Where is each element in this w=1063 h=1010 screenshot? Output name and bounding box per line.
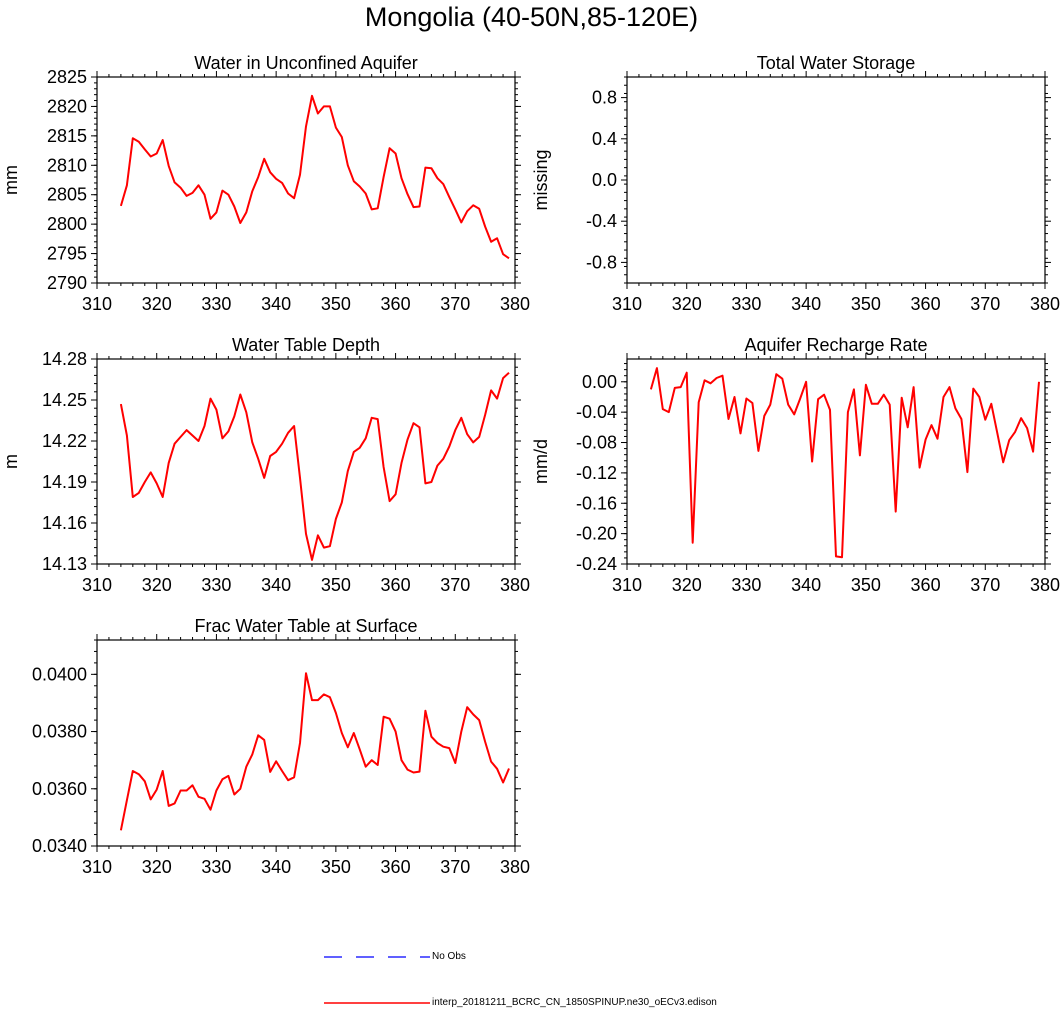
y-tick-label: 2790 [47, 273, 87, 293]
y-tick-label: 2810 [47, 155, 87, 175]
x-tick-label: 320 [142, 857, 172, 877]
y-tick-label: 0.00 [582, 372, 617, 392]
x-tick-label: 350 [851, 575, 881, 595]
y-tick-label: -0.08 [576, 433, 617, 453]
x-tick-label: 330 [731, 294, 761, 314]
y-tick-label: 0.8 [592, 88, 617, 108]
y-tick-label: 0.4 [592, 129, 617, 149]
y-tick-label: 14.16 [42, 513, 87, 533]
y-tick-label: 14.28 [42, 349, 87, 369]
series-line [119, 371, 510, 561]
y-axis-label: m [1, 454, 21, 469]
chart-title: Frac Water Table at Surface [194, 616, 417, 636]
x-tick-label: 320 [142, 575, 172, 595]
x-tick-label: 360 [911, 294, 941, 314]
y-tick-label: 2805 [47, 185, 87, 205]
series-line [119, 672, 510, 831]
x-tick-label: 380 [500, 294, 530, 314]
x-tick-label: 330 [731, 575, 761, 595]
x-tick-label: 370 [970, 294, 1000, 314]
legend [324, 956, 430, 1004]
x-tick-label: 350 [321, 857, 351, 877]
x-tick-label: 340 [261, 294, 291, 314]
y-tick-label: 0.0340 [32, 836, 87, 856]
y-tick-label: 2820 [47, 96, 87, 116]
x-tick-label: 340 [791, 294, 821, 314]
x-tick-label: 340 [791, 575, 821, 595]
y-tick-label: 0.0360 [32, 779, 87, 799]
y-tick-label: 0.0 [592, 170, 617, 190]
x-tick-label: 320 [672, 575, 702, 595]
plot-frame [626, 76, 1046, 284]
x-tick-label: 370 [440, 857, 470, 877]
x-tick-label: 310 [82, 857, 112, 877]
x-tick-label: 320 [672, 294, 702, 314]
y-tick-label: 2825 [47, 67, 87, 87]
x-tick-label: 310 [612, 294, 642, 314]
y-tick-label: -0.8 [586, 252, 617, 272]
y-tick-label: -0.12 [576, 463, 617, 483]
x-tick-label: 350 [321, 294, 351, 314]
x-tick-label: 380 [500, 575, 530, 595]
x-tick-label: 360 [381, 857, 411, 877]
y-tick-label: 14.19 [42, 472, 87, 492]
chart-title: Water in Unconfined Aquifer [194, 53, 417, 73]
chart-water-in-unconfined-aquifer: Water in Unconfined Aquifer mm 310 320 330 34… [1, 53, 530, 314]
plot-frame [626, 358, 1046, 565]
x-tick-label: 330 [201, 575, 231, 595]
x-tick-label: 310 [82, 294, 112, 314]
chart-water-table-depth: Water Table Depth m 310 320 330 340 350 360 370 3… [1, 335, 530, 595]
x-tick-label: 360 [381, 294, 411, 314]
y-tick-label: -0.16 [576, 493, 617, 513]
y-tick-label: 14.13 [42, 554, 87, 574]
y-tick-label: 2800 [47, 214, 87, 234]
y-tick-label: 2795 [47, 244, 87, 264]
x-tick-label: 320 [142, 294, 172, 314]
chart-title: Total Water Storage [757, 53, 915, 73]
y-tick-label: -0.20 [576, 524, 617, 544]
page-title: Mongolia (40-50N,85-120E) [364, 2, 699, 32]
x-tick-label: 310 [82, 575, 112, 595]
x-tick-label: 360 [911, 575, 941, 595]
x-tick-label: 370 [970, 575, 1000, 595]
y-tick-label: -0.24 [576, 554, 617, 574]
x-tick-label: 350 [321, 575, 351, 595]
chart-title: Water Table Depth [232, 335, 380, 355]
x-tick-label: 370 [440, 294, 470, 314]
legend-label-model-run: interp_20181211_BCRC_CN_1850SPINUP.ne30_… [432, 997, 717, 1008]
chart-total-water-storage: Total Water Storage missing 310 320 330 340 35… [531, 53, 1060, 314]
legend-label-no-obs: No Obs [432, 951, 466, 962]
y-tick-label: -0.4 [586, 211, 617, 231]
y-axis-label: mm [1, 165, 21, 195]
y-tick-label: 2815 [47, 126, 87, 146]
plot-frame [96, 358, 516, 565]
y-axis-label: missing [531, 149, 551, 210]
y-tick-label: 0.0400 [32, 664, 87, 684]
x-tick-label: 370 [440, 575, 470, 595]
x-tick-label: 340 [261, 575, 291, 595]
x-tick-label: 360 [381, 575, 411, 595]
series-line [119, 94, 510, 260]
x-tick-label: 380 [1030, 575, 1060, 595]
series-line [649, 367, 1040, 559]
y-tick-label: 14.22 [42, 431, 87, 451]
chart-aquifer-recharge-rate: Aquifer Recharge Rate mm/d 310 320 330 340 350… [531, 335, 1060, 595]
y-tick-label: -0.04 [576, 402, 617, 422]
y-tick-label: 0.0380 [32, 722, 87, 742]
x-tick-label: 310 [612, 575, 642, 595]
x-tick-label: 330 [201, 857, 231, 877]
x-tick-label: 340 [261, 857, 291, 877]
y-axis-label: mm/d [531, 439, 551, 484]
plot-frame [96, 76, 516, 284]
x-tick-label: 380 [1030, 294, 1060, 314]
chart-title: Aquifer Recharge Rate [744, 335, 927, 355]
plot-frame [96, 639, 516, 847]
x-tick-label: 330 [201, 294, 231, 314]
y-tick-label: 14.25 [42, 390, 87, 410]
chart-frac-water-table-at-surface: Frac Water Table at Surface 310 320 330 340 3… [32, 616, 530, 877]
x-tick-label: 380 [500, 857, 530, 877]
x-tick-label: 350 [851, 294, 881, 314]
